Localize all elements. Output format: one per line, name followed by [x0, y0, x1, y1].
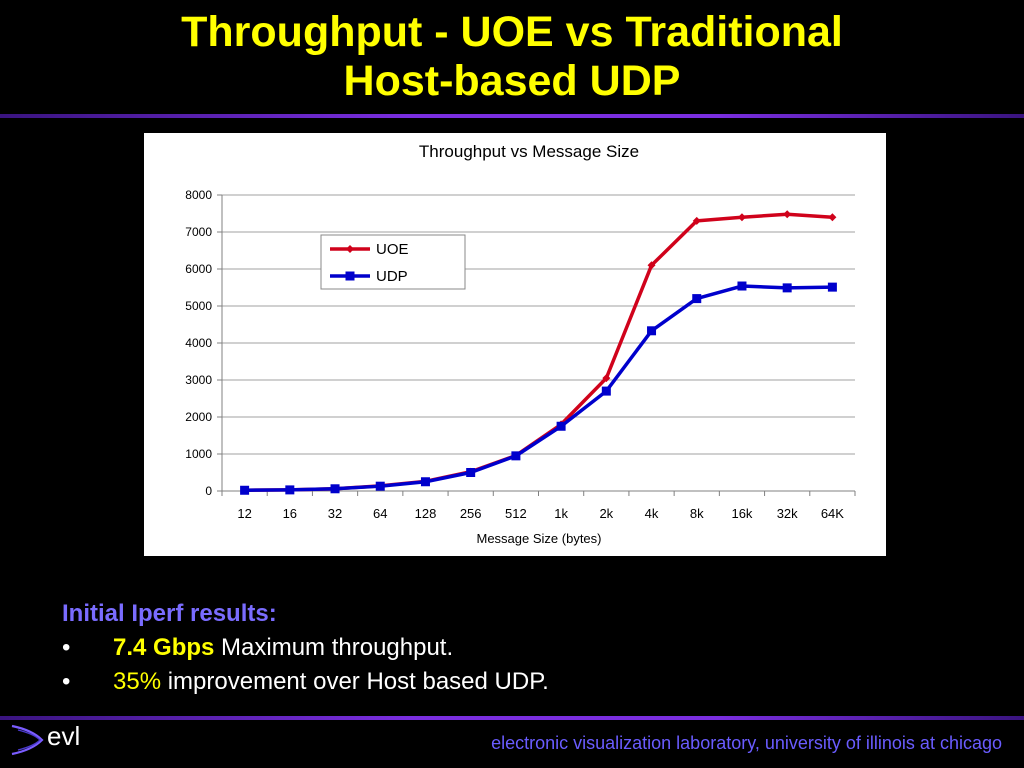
data-point-udp: [375, 481, 385, 491]
top-divider: [0, 114, 1024, 118]
data-point-udp: [511, 451, 521, 461]
data-point-udp: [285, 485, 295, 495]
logo-text: evl: [47, 721, 81, 751]
data-point-udp: [647, 326, 657, 336]
data-point-udp: [240, 485, 250, 495]
y-tick-label: 7000: [185, 225, 212, 239]
x-tick-label: 256: [460, 506, 482, 521]
x-tick-label: 64: [373, 506, 387, 521]
legend-marker: [346, 245, 354, 253]
legend: UOE UDP: [320, 234, 466, 290]
slide-title: Throughput - UOE vs Traditional Host-bas…: [0, 8, 1024, 106]
x-tick-label: 32: [328, 506, 342, 521]
bullet: •: [62, 634, 71, 661]
x-tick-label: 8k: [690, 506, 704, 521]
data-point-udp: [556, 421, 566, 431]
throughput-chart: Throughput vs Message Size 0 1000 2000 3000…: [185, 142, 856, 546]
x-tick-label: 16: [283, 506, 297, 521]
data-point-udp: [466, 468, 476, 477]
y-tick-label: 6000: [185, 262, 212, 276]
data-point-uoe: [783, 210, 792, 219]
y-tick-label: 8000: [185, 188, 212, 202]
data-point-udp: [420, 477, 430, 487]
results-heading: Initial Iperf results:: [62, 600, 277, 627]
data-point-uoe: [647, 261, 656, 270]
evl-logo-icon: [11, 724, 44, 756]
legend-label: UOE: [376, 241, 409, 258]
x-tick-label: 512: [505, 506, 527, 521]
x-tick-label: 1k: [554, 506, 568, 521]
y-tick-label: 1000: [185, 447, 212, 461]
data-point-uoe: [692, 216, 701, 225]
series-udp: [240, 281, 837, 495]
y-tick-label: 4000: [185, 336, 212, 350]
chart-panel: Throughput vs Message Size 0 1000 2000 3000…: [144, 133, 886, 556]
y-tick-label: 0: [205, 484, 212, 498]
data-point-udp: [601, 386, 611, 396]
y-tick-labels: 0 1000 2000 3000 4000 5000 6000 7000 8000: [185, 188, 212, 498]
x-axis-label: Message Size (bytes): [477, 531, 602, 546]
bottom-divider: [0, 716, 1024, 720]
data-point-udp: [330, 484, 340, 494]
bullet: •: [62, 668, 71, 695]
x-tick-label: 64K: [821, 506, 844, 521]
result-text-1: Maximum throughput.: [214, 634, 454, 661]
series-line-udp: [244, 284, 833, 493]
result-item-2: • 35% improvement over Host based UDP.: [62, 665, 549, 699]
result-item-1: • 7.4 Gbps Maximum throughput.: [62, 631, 549, 665]
x-tick-label: 32k: [777, 506, 798, 521]
x-tick-label: 4k: [645, 506, 659, 521]
results-section: Initial Iperf results: • 7.4 Gbps Maximu…: [62, 597, 549, 699]
result-highlight-1: 7.4 Gbps: [113, 634, 215, 661]
chart-title: Throughput vs Message Size: [419, 142, 639, 161]
legend-label: UDP: [376, 268, 408, 285]
slide-title-line1: Throughput - UOE vs Traditional: [181, 8, 843, 56]
x-tick-label: 128: [415, 506, 437, 521]
x-tick-label: 16k: [731, 506, 752, 521]
data-point-uoe: [602, 374, 611, 383]
data-point-udp: [737, 281, 747, 291]
y-tick-label: 5000: [185, 299, 212, 313]
legend-box: [320, 234, 466, 290]
x-tick-label: 2k: [599, 506, 613, 521]
slide-title-line2: Host-based UDP: [343, 57, 681, 105]
y-tick-label: 3000: [185, 373, 212, 387]
result-text-2: improvement over Host based UDP.: [161, 668, 549, 695]
y-tick-label: 2000: [185, 410, 212, 424]
x-tick-labels: 12 16 32 64 128 256 512 1k 2k 4k 8k 16k 32k 64K: [237, 506, 844, 521]
result-highlight-2: 35%: [113, 668, 162, 695]
evl-logo: [10, 720, 100, 760]
axes: [217, 194, 856, 496]
data-point-uoe: [828, 213, 837, 222]
gridlines: [222, 194, 855, 455]
series: [240, 210, 837, 495]
footer-lab-name: electronic visualization laboratory, uni…: [491, 733, 1002, 753]
data-point-uoe: [737, 213, 746, 222]
data-point-udp: [692, 294, 702, 304]
data-point-udp: [782, 283, 792, 293]
x-tick-label: 12: [237, 506, 251, 521]
data-point-udp: [827, 282, 837, 292]
legend-marker: [345, 271, 355, 281]
